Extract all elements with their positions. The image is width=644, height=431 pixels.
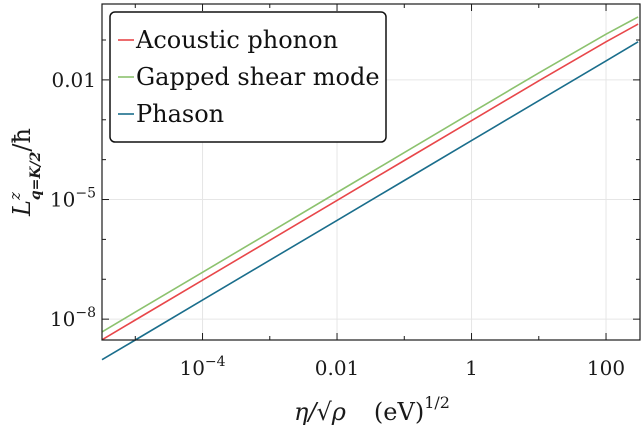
y-axis-title-tail: /ħ [8, 128, 36, 152]
series-line-phason [101, 41, 639, 361]
y-axis-title: Lz q=K/2/ħ [6, 128, 44, 217]
y-tick-label: 0.01 [51, 68, 96, 92]
x-tick-label: 0.01 [315, 356, 360, 380]
x-axis-title-unit: (eV) [374, 398, 424, 426]
legend-box [109, 11, 387, 143]
legend-label: Phason [136, 100, 224, 128]
x-tick-label: 10−4 [179, 354, 225, 380]
axis-ticks [102, 4, 640, 340]
y-axis-title-sup: z [6, 192, 24, 201]
legend-label: Gapped shear mode [136, 63, 380, 91]
y-axis-title-sub: q=K/2 [28, 151, 44, 200]
plot-frame [101, 3, 641, 341]
legend: Acoustic phonon Gapped shear mode Phason [109, 11, 387, 143]
x-axis-title: η/√ρ (eV)1/2 [294, 393, 450, 426]
legend-label: Acoustic phonon [135, 26, 338, 54]
y-tick-label: 10−8 [50, 305, 96, 331]
series-line-acoustic-phonon [101, 23, 639, 341]
plot-series [101, 16, 639, 361]
series-line-gapped-shear-mode [101, 16, 639, 333]
x-axis-title-exp: 1/2 [424, 393, 450, 412]
x-axis-title-main: η/√ρ [294, 398, 346, 426]
tick-labels: 10−4 0.01 1 100 10−8 10−5 0.01 [50, 68, 625, 380]
y-tick-label: 10−5 [50, 186, 96, 212]
y-axis-title-main: L [8, 200, 36, 217]
x-tick-label: 100 [587, 356, 625, 380]
x-tick-label: 1 [465, 356, 478, 380]
